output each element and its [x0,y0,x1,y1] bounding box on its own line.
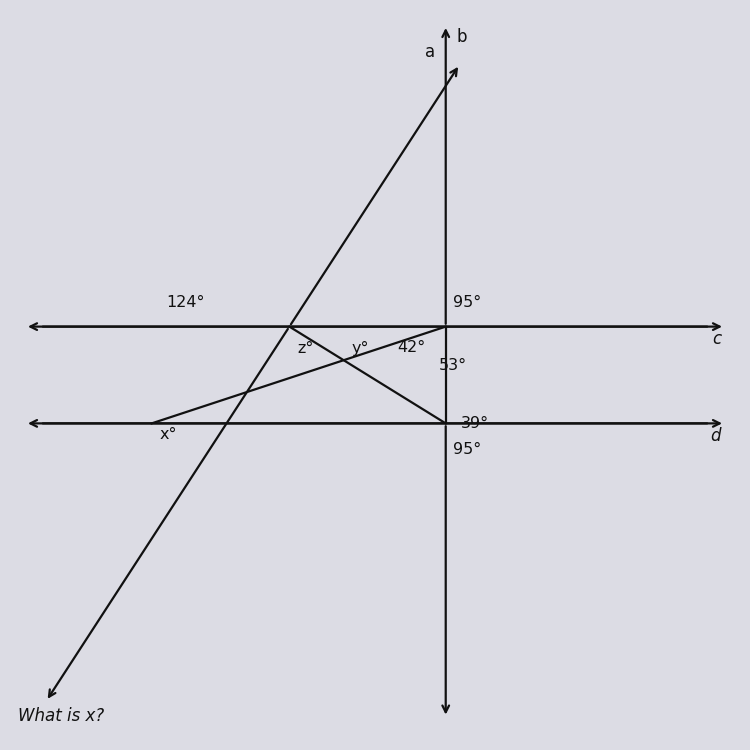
Text: c: c [712,330,722,348]
Text: 42°: 42° [398,340,425,355]
Text: 39°: 39° [460,416,489,431]
Text: 53°: 53° [438,358,466,373]
Text: 95°: 95° [453,296,482,310]
Text: z°: z° [298,341,314,356]
Text: a: a [424,43,435,61]
Text: y°: y° [351,341,368,356]
Text: 124°: 124° [166,296,205,310]
Text: b: b [457,28,467,46]
Text: x°: x° [159,427,176,442]
Text: What is x?: What is x? [18,707,104,725]
Text: d: d [711,427,722,445]
Text: 95°: 95° [453,442,482,457]
